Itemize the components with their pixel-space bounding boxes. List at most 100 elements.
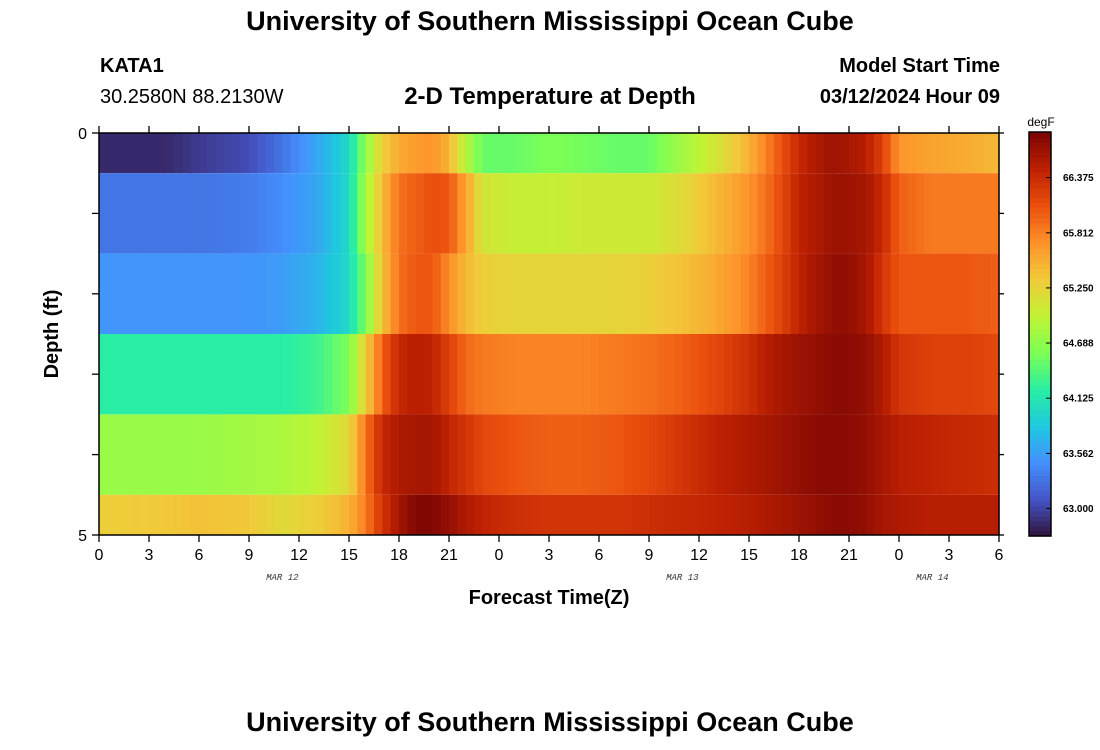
colorbar-segment (1029, 212, 1051, 219)
heatmap-cell (515, 334, 525, 415)
date-label: MAR 14 (916, 573, 948, 583)
heatmap-cell (99, 414, 108, 495)
heatmap-cell (699, 414, 708, 495)
heatmap-cell (315, 334, 325, 415)
heatmap-cell (815, 133, 825, 174)
heatmap-cell (649, 494, 658, 535)
heatmap-cell (165, 133, 175, 174)
x-tick-label: 0 (95, 547, 104, 564)
colorbar-segment (1029, 233, 1051, 239)
colorbar-segment (1029, 172, 1051, 179)
heatmap-cell (132, 133, 142, 174)
heatmap-cell (724, 494, 733, 535)
heatmap-cell (124, 334, 133, 415)
heatmap-cell (974, 494, 983, 535)
y-axis-title: Depth (ft) (41, 290, 63, 379)
heatmap-cell (582, 253, 592, 334)
heatmap-cell (482, 133, 492, 174)
heatmap-cell (99, 334, 108, 415)
colorbar-segment (1029, 399, 1051, 406)
heatmap-cell (107, 253, 117, 334)
heatmap-cell (832, 334, 842, 415)
heatmap-cell (440, 414, 450, 495)
heatmap-cell (199, 133, 208, 174)
heatmap-cell (790, 173, 800, 254)
heatmap-cell (699, 494, 708, 535)
heatmap-cell (340, 494, 350, 535)
heatmap-cell (457, 133, 467, 174)
heatmap-cell (465, 133, 475, 174)
heatmap-cell (965, 414, 975, 495)
heatmap-cell (124, 414, 133, 495)
heatmap-cell (649, 173, 658, 254)
heatmap-cell (740, 414, 750, 495)
heatmap-cell (382, 334, 392, 415)
heatmap-cell (740, 133, 750, 174)
heatmap-cell (440, 173, 450, 254)
heatmap-cell (265, 334, 275, 415)
colorbar-segment (1029, 227, 1051, 234)
heatmap-cell (474, 414, 483, 495)
colorbar-segment (1029, 475, 1051, 482)
heatmap-cell (340, 334, 350, 415)
heatmap-cell (415, 334, 425, 415)
colorbar-segment (1029, 470, 1051, 476)
colorbar-segment (1029, 263, 1051, 269)
heatmap-cell (724, 334, 733, 415)
colorbar-segment (1029, 414, 1051, 421)
heatmap-cell (724, 133, 733, 174)
heatmap-cell (774, 414, 783, 495)
colorbar-segment (1029, 258, 1051, 264)
heatmap-cell (124, 173, 133, 254)
heatmap-cell (324, 414, 333, 495)
heatmap-cell (774, 133, 783, 174)
heatmap-cell (640, 414, 650, 495)
heatmap-cell (682, 494, 692, 535)
heatmap-cell (540, 334, 550, 415)
heatmap-cell (207, 414, 217, 495)
heatmap-cell (632, 253, 642, 334)
heatmap-cell (790, 253, 800, 334)
heatmap-cell (557, 414, 567, 495)
heatmap-cell (357, 253, 367, 334)
heatmap-cell (390, 133, 400, 174)
heatmap-cell (432, 414, 442, 495)
heatmap-cell (732, 173, 742, 254)
heatmap-cell (949, 334, 958, 415)
heatmap-cell (824, 494, 833, 535)
colorbar-segment (1029, 187, 1051, 194)
heatmap-cell (424, 334, 433, 415)
heatmap-cell (815, 334, 825, 415)
colorbar-segment (1029, 490, 1051, 497)
date-label: MAR 12 (266, 573, 299, 583)
heatmap-cell (757, 173, 767, 254)
heatmap-cell (140, 253, 150, 334)
heatmap-cell (615, 334, 625, 415)
heatmap-cell (649, 133, 658, 174)
heatmap-cell (990, 173, 1000, 254)
heatmap-cell (265, 133, 275, 174)
heatmap-cell (932, 173, 942, 254)
heatmap-cell (407, 414, 417, 495)
heatmap-cell (632, 334, 642, 415)
heatmap-cell (865, 133, 875, 174)
heatmap-cell (482, 334, 492, 415)
heatmap-cell (574, 173, 583, 254)
heatmap-cell (882, 173, 892, 254)
heatmap-cell (590, 494, 600, 535)
colorbar-segment (1029, 460, 1051, 466)
heatmap-cell (199, 173, 208, 254)
heatmap-cell (815, 494, 825, 535)
heatmap-cell (474, 253, 483, 334)
colorbar-segment (1029, 515, 1051, 522)
heatmap-cell (557, 173, 567, 254)
heatmap-cell (332, 253, 342, 334)
heatmap-cell (415, 133, 425, 174)
colorbar-segment (1029, 435, 1051, 441)
station-id: KATA1 (100, 55, 164, 77)
heatmap-cell (924, 133, 933, 174)
heatmap-cell (374, 253, 383, 334)
heatmap-cell (390, 173, 400, 254)
heatmap-cell (465, 173, 475, 254)
heatmap-cell (749, 414, 758, 495)
